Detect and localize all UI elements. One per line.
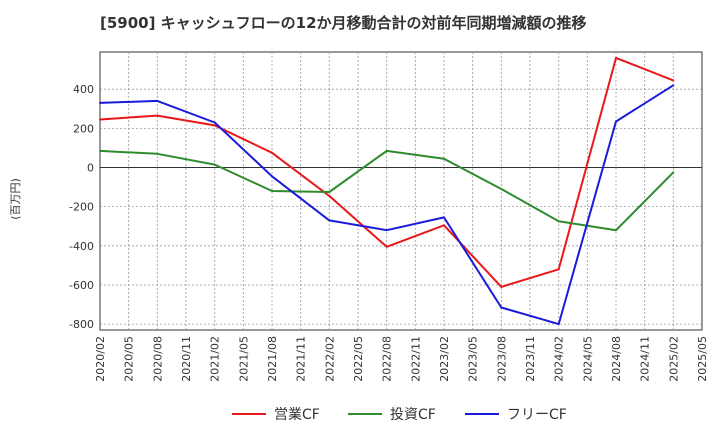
series-point-2 [271,190,273,192]
series-point-1 [99,118,101,121]
series-point-3 [672,84,675,87]
x-tick-label: 2020/05 [123,336,136,382]
series-point-3 [385,229,388,232]
x-tick-label: 2024/11 [639,336,652,382]
series-point-1 [615,56,617,59]
y-tick-label: -400 [69,240,94,253]
legend-label-1: 営業CF [274,407,320,423]
plot-frame [99,51,703,331]
series-point-1 [213,124,216,127]
x-tick-label: 2021/02 [209,336,222,382]
y-tick-label: -200 [69,201,94,214]
y-tick-label: -800 [69,318,94,331]
y-tick-label: 400 [73,83,94,96]
x-tick-label: 2022/02 [323,336,336,382]
series-point-2 [557,220,560,223]
legend: 営業CF 投資CF フリーCF [232,407,567,423]
series-point-1 [443,224,445,227]
series-point-2 [443,157,445,160]
x-tick-label: 2023/11 [524,336,537,382]
x-tick-label: 2022/05 [352,336,365,382]
x-tick-label: 2023/08 [495,336,508,382]
y-tick-label: 0 [87,162,94,175]
series-point-1 [500,285,503,288]
chart-title: [5900] キャッシュフローの12か月移動合計の対前年同期増減額の推移 [100,14,587,32]
series-point-3 [271,175,273,178]
x-tick-label: 2020/11 [180,336,193,382]
series-point-1 [557,268,560,271]
series-point-2 [156,152,159,155]
series-point-2 [385,149,388,152]
legend-label-3: フリーCF [507,407,567,423]
series-point-3 [213,121,216,124]
series-point-1 [328,194,331,197]
x-tick-label: 2024/08 [610,336,623,382]
series-point-2 [672,171,675,174]
series-point-3 [615,120,617,123]
series-point-1 [672,79,675,82]
series-point-2 [213,163,216,166]
x-tick-label: 2025/02 [667,336,680,382]
series-point-3 [328,219,331,222]
series-point-2 [615,229,617,232]
series-point-3 [99,101,101,104]
x-tick-label: 2022/11 [409,336,422,382]
x-tick-label: 2021/05 [237,336,250,382]
series-point-2 [500,188,503,191]
series-point-3 [156,99,159,102]
y-tick-label: 200 [73,122,94,135]
series-point-3 [557,323,560,326]
x-tick-label: 2023/02 [438,336,451,382]
x-tick-label: 2021/08 [266,336,279,382]
series-point-3 [500,306,503,309]
x-tick-label: 2020/08 [151,336,164,382]
y-tick-label: -600 [69,279,94,292]
series-point-2 [328,190,331,193]
series-point-3 [443,216,445,219]
series-point-1 [156,114,159,117]
x-tick-label: 2022/08 [381,336,394,382]
plot-area: 2020/02 2020/05 2020/08 2020/11 2021/02 2021/… [69,51,709,382]
series-point-1 [385,245,388,248]
x-tick-label: 2024/05 [581,336,594,382]
x-tick-label: 2023/05 [467,336,480,382]
x-tick-label: 2025/05 [696,336,709,382]
legend-label-2: 投資CF [390,407,436,423]
x-tick-label: 2024/02 [553,336,566,382]
series-point-2 [99,149,101,152]
x-tick-label: 2020/02 [94,336,107,382]
x-tick-label: 2021/11 [295,336,308,382]
series-point-1 [271,151,273,154]
y-axis-label: (百万円) [9,178,22,220]
